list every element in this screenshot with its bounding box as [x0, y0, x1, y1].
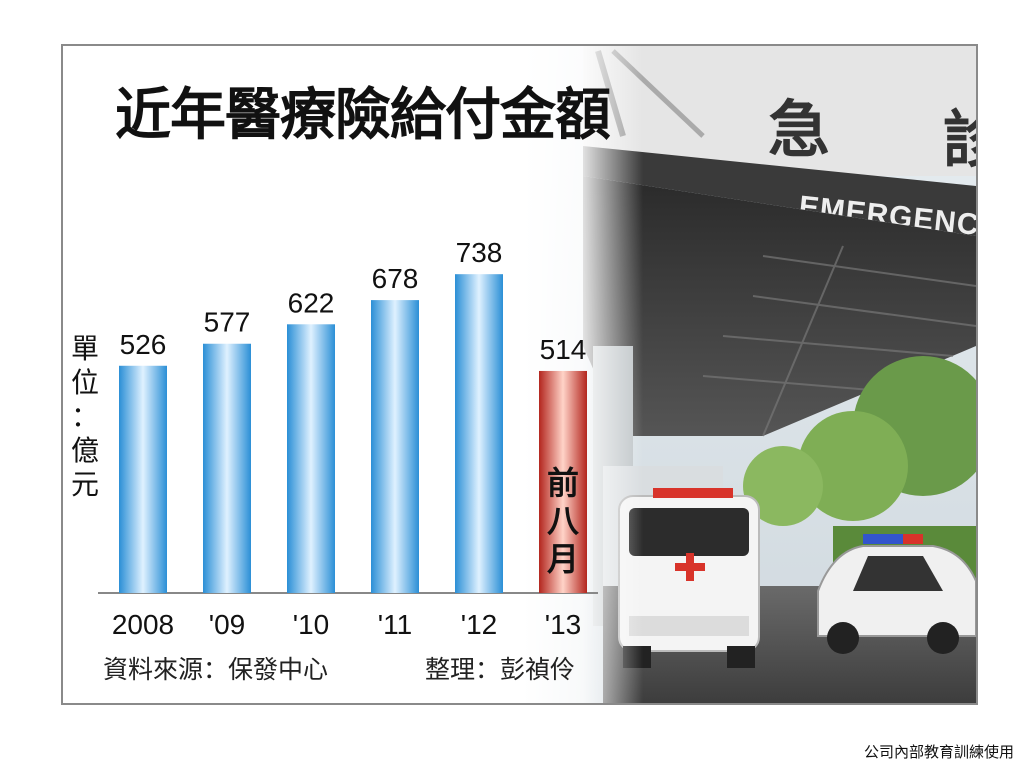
x-tick-label-2: '10 [293, 609, 330, 640]
footer-note: 公司內部教育訓練使用 [863, 743, 1014, 761]
chart-frame: 急 診 EMERGENCY [61, 44, 978, 705]
y-axis-label: 單位：億元 [71, 332, 99, 501]
editor-note: 整理：彭禎伶 [425, 655, 575, 684]
value-label-2: 622 [288, 287, 335, 318]
bar-2 [287, 324, 335, 593]
x-tick-label-3: '11 [378, 609, 412, 640]
x-tick-label-4: '12 [461, 609, 498, 640]
bar-1 [203, 343, 251, 593]
highlight-note-char-1: 八 [547, 502, 580, 540]
x-tick-label-0: 2008 [112, 609, 174, 640]
bar-0 [119, 365, 167, 593]
value-label-5: 514 [540, 334, 587, 365]
highlight-note-char-0: 前 [547, 464, 579, 502]
x-tick-label-1: '09 [209, 609, 246, 640]
source-note: 資料來源：保發中心 [103, 655, 328, 684]
highlight-note-char-2: 月 [547, 540, 579, 578]
value-label-4: 738 [456, 237, 503, 268]
chart-title: 近年醫療險給付金額 [115, 83, 611, 148]
value-label-0: 526 [120, 329, 167, 360]
bars-group: 526 2008 577 '09 622 '10 678 '11 738 '12 514 '13 前八月 [112, 237, 587, 640]
value-label-3: 678 [372, 263, 419, 294]
x-tick-label-5: '13 [545, 609, 582, 640]
bar-5 [539, 370, 587, 593]
value-label-1: 577 [204, 307, 251, 338]
bar-3 [371, 300, 419, 593]
bar-chart: 近年醫療險給付金額 單位：億元 526 2008 577 '09 622 '10 678 '1… [71, 83, 612, 684]
bar-4 [455, 274, 503, 593]
